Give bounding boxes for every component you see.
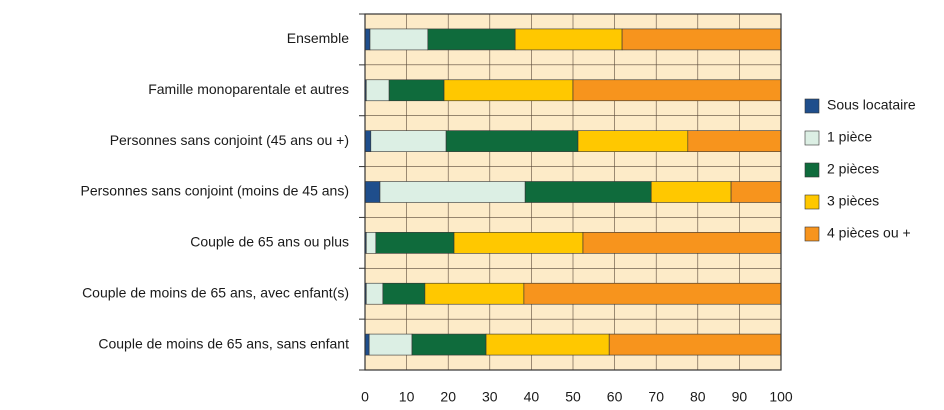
legend-label: 1 pièce — [827, 129, 872, 145]
bar-segment — [365, 232, 377, 254]
bar-segment — [379, 181, 526, 203]
x-tick-label: 100 — [769, 389, 793, 405]
bar-segment — [514, 28, 623, 51]
bar-segment — [453, 232, 584, 254]
legend-label: 3 pièces — [827, 193, 879, 209]
bar-segment — [730, 181, 782, 203]
bar-segment — [364, 130, 372, 152]
legend-swatch — [804, 194, 820, 210]
legend-swatch — [804, 162, 820, 178]
bar-segment — [608, 333, 782, 356]
plot-border — [364, 13, 782, 371]
x-tick-label: 70 — [648, 389, 664, 405]
bar-segment — [370, 130, 447, 152]
bar-segment — [368, 333, 413, 356]
bar-segment — [445, 130, 579, 152]
bar-segment — [424, 282, 525, 305]
bar-segment — [364, 333, 370, 356]
bar-segment — [427, 28, 516, 51]
bar-segment — [523, 282, 782, 305]
bar-segment — [365, 282, 384, 305]
y-tick-label: Couple de moins de 65 ans, sans enfant — [98, 335, 349, 351]
x-tick-label: 20 — [440, 389, 456, 405]
x-tick-label: 10 — [399, 389, 415, 405]
bar-segment — [369, 28, 429, 51]
legend-label: Sous locataire — [827, 97, 916, 113]
bar-segment — [572, 79, 782, 102]
y-tick-label: Personnes sans conjoint (45 ans ou +) — [110, 132, 349, 148]
y-tick-label: Ensemble — [287, 30, 349, 46]
x-tick-label: 40 — [524, 389, 540, 405]
bar-segment — [650, 181, 732, 203]
legend-swatch — [804, 226, 820, 242]
x-tick-label: 80 — [690, 389, 706, 405]
x-tick-label: 90 — [732, 389, 748, 405]
y-tick-label: Personnes sans conjoint (moins de 45 ans… — [81, 183, 349, 199]
bar-segment — [375, 232, 455, 254]
y-tick-label: Couple de moins de 65 ans, avec enfant(s… — [82, 284, 349, 300]
bar-segment — [364, 28, 371, 51]
bar-segment — [365, 79, 390, 102]
x-tick-label: 60 — [607, 389, 623, 405]
x-tick-label: 50 — [565, 389, 581, 405]
bar-segment — [687, 130, 782, 152]
bar-segment — [582, 232, 782, 254]
legend-label: 2 pièces — [827, 161, 879, 177]
legend-swatch — [804, 98, 820, 114]
bar-segment — [411, 333, 487, 356]
bar-segment — [364, 181, 381, 203]
bar-segment — [621, 28, 782, 51]
legend-swatch — [804, 130, 820, 146]
y-tick-label: Famille monoparentale et autres — [148, 81, 349, 97]
y-tick-label: Couple de 65 ans ou plus — [190, 234, 349, 250]
bar-segment — [485, 333, 610, 356]
bar-segment — [382, 282, 426, 305]
bar-segment — [577, 130, 689, 152]
x-tick-label: 0 — [361, 389, 369, 405]
bar-segment — [443, 79, 574, 102]
bar-segment — [388, 79, 445, 102]
bar-segment — [524, 181, 652, 203]
legend-label: 4 pièces ou + — [827, 225, 911, 241]
x-tick-label: 30 — [482, 389, 498, 405]
